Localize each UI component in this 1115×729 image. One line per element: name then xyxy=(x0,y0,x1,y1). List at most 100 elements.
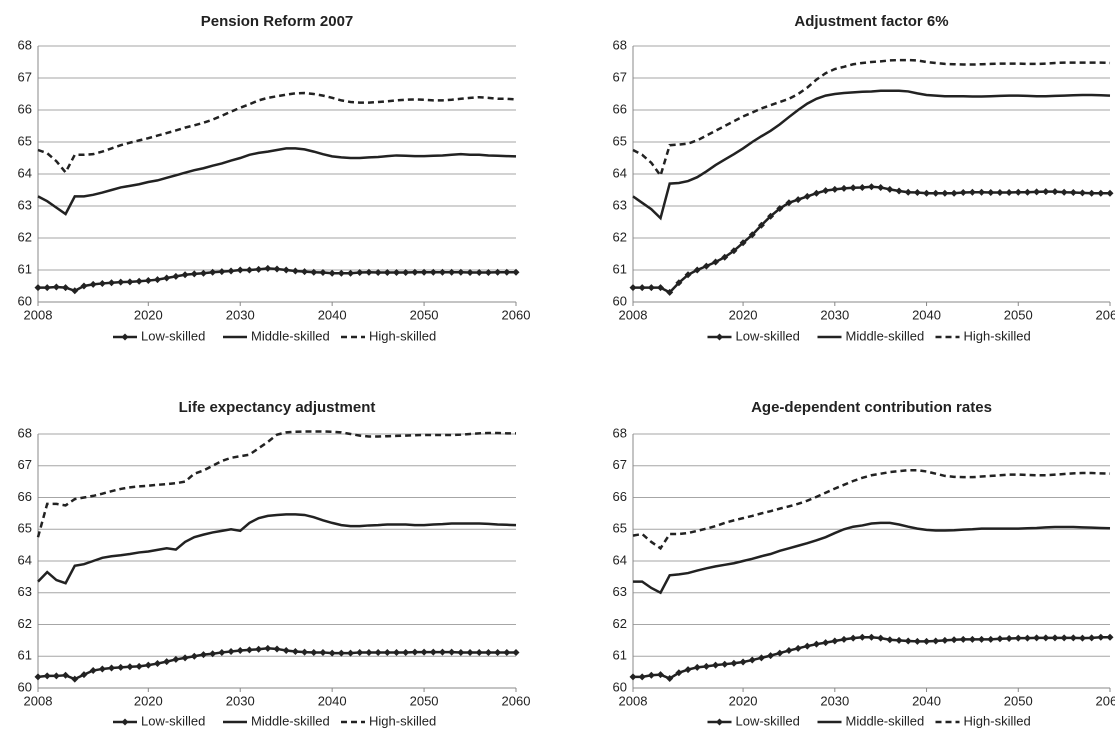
point-marker xyxy=(913,637,921,645)
y-tick-label: 61 xyxy=(613,648,627,663)
point-marker xyxy=(190,270,198,278)
point-marker xyxy=(1023,188,1031,196)
y-tick-label: 61 xyxy=(18,648,32,663)
point-marker xyxy=(877,634,885,642)
point-marker xyxy=(62,671,70,679)
point-marker xyxy=(785,647,793,655)
point-marker xyxy=(484,648,492,656)
point-marker xyxy=(712,661,720,669)
point-marker xyxy=(52,672,60,680)
point-marker xyxy=(71,675,79,683)
x-tick-label: 2050 xyxy=(410,693,439,708)
point-marker xyxy=(657,671,665,679)
x-tick-label: 2008 xyxy=(619,307,648,322)
point-marker xyxy=(172,655,180,663)
y-tick-label: 62 xyxy=(613,229,627,244)
point-marker xyxy=(310,648,318,656)
chart-title: Age-dependent contribution rates xyxy=(751,399,992,416)
point-marker xyxy=(301,648,309,656)
point-marker xyxy=(475,648,483,656)
point-marker xyxy=(638,284,646,292)
point-marker xyxy=(154,660,161,668)
point-marker xyxy=(1088,634,1096,642)
chart-title: Life expectancy adjustment xyxy=(179,399,376,416)
y-tick-label: 66 xyxy=(613,489,627,504)
point-marker xyxy=(218,268,226,276)
point-marker xyxy=(383,648,391,656)
point-marker xyxy=(858,183,866,191)
point-marker xyxy=(337,649,345,657)
point-marker xyxy=(1060,634,1068,642)
x-tick-label: 2030 xyxy=(820,307,849,322)
point-marker xyxy=(923,189,931,197)
point-marker xyxy=(794,196,802,204)
point-marker xyxy=(1078,634,1086,642)
point-marker xyxy=(494,648,502,656)
legend-label: Low-skilled xyxy=(141,328,205,343)
point-marker xyxy=(117,278,125,286)
x-tick-label: 2008 xyxy=(24,693,53,708)
y-tick-label: 68 xyxy=(18,37,32,52)
point-marker xyxy=(877,183,885,191)
panel: Pension Reform 2007 60 61 62 63 64 65 66 67 68 200… xyxy=(18,13,531,343)
legend-label: Middle-skilled xyxy=(846,328,925,343)
y-tick-label: 62 xyxy=(18,616,32,631)
point-marker xyxy=(1051,188,1059,196)
point-marker xyxy=(126,278,134,286)
series-line xyxy=(632,58,1111,179)
point-marker xyxy=(429,268,437,276)
point-marker xyxy=(1069,189,1077,197)
point-marker xyxy=(457,268,465,276)
point-marker xyxy=(328,649,336,657)
series-line xyxy=(37,147,517,216)
point-marker xyxy=(932,189,940,197)
point-marker xyxy=(264,644,272,652)
y-tick-label: 65 xyxy=(18,521,32,536)
point-marker xyxy=(163,274,171,282)
point-marker xyxy=(923,637,931,645)
point-marker xyxy=(282,647,290,655)
x-tick-label: 2020 xyxy=(134,307,163,322)
point-marker xyxy=(411,648,419,656)
point-marker xyxy=(1033,188,1041,196)
point-marker xyxy=(181,654,189,662)
point-marker xyxy=(356,269,364,277)
point-marker xyxy=(666,288,674,296)
point-marker xyxy=(767,212,775,220)
point-marker xyxy=(675,669,683,677)
y-tick-label: 66 xyxy=(18,489,32,504)
point-marker xyxy=(512,268,520,276)
point-marker xyxy=(199,269,207,277)
legend-label: Low-skilled xyxy=(736,328,800,343)
point-marker xyxy=(1106,189,1114,197)
point-marker xyxy=(209,268,217,276)
point-marker xyxy=(337,269,345,277)
point-marker xyxy=(245,266,253,274)
y-tick-label: 63 xyxy=(18,197,32,212)
point-marker xyxy=(868,183,875,191)
y-tick-label: 64 xyxy=(613,165,627,180)
point-marker xyxy=(190,652,198,660)
point-marker xyxy=(1033,634,1041,642)
y-tick-label: 60 xyxy=(613,293,627,308)
point-marker xyxy=(365,648,373,656)
point-marker xyxy=(255,645,263,653)
point-marker xyxy=(1078,189,1086,197)
legend-label: High-skilled xyxy=(369,713,436,728)
y-tick-label: 66 xyxy=(613,101,627,116)
point-marker xyxy=(757,654,765,662)
point-marker xyxy=(62,284,70,292)
panel: Age-dependent contribution rates 60 61 62 63… xyxy=(613,399,1115,728)
point-marker xyxy=(913,189,921,197)
point-marker xyxy=(822,187,830,195)
point-marker xyxy=(1005,634,1013,642)
point-marker xyxy=(144,277,152,285)
point-marker xyxy=(886,636,894,644)
point-marker xyxy=(1014,634,1022,642)
point-marker xyxy=(411,268,419,276)
point-marker xyxy=(466,269,474,277)
point-marker xyxy=(347,649,355,657)
point-marker xyxy=(52,283,60,291)
point-marker xyxy=(1051,634,1059,642)
y-tick-label: 65 xyxy=(18,133,32,148)
